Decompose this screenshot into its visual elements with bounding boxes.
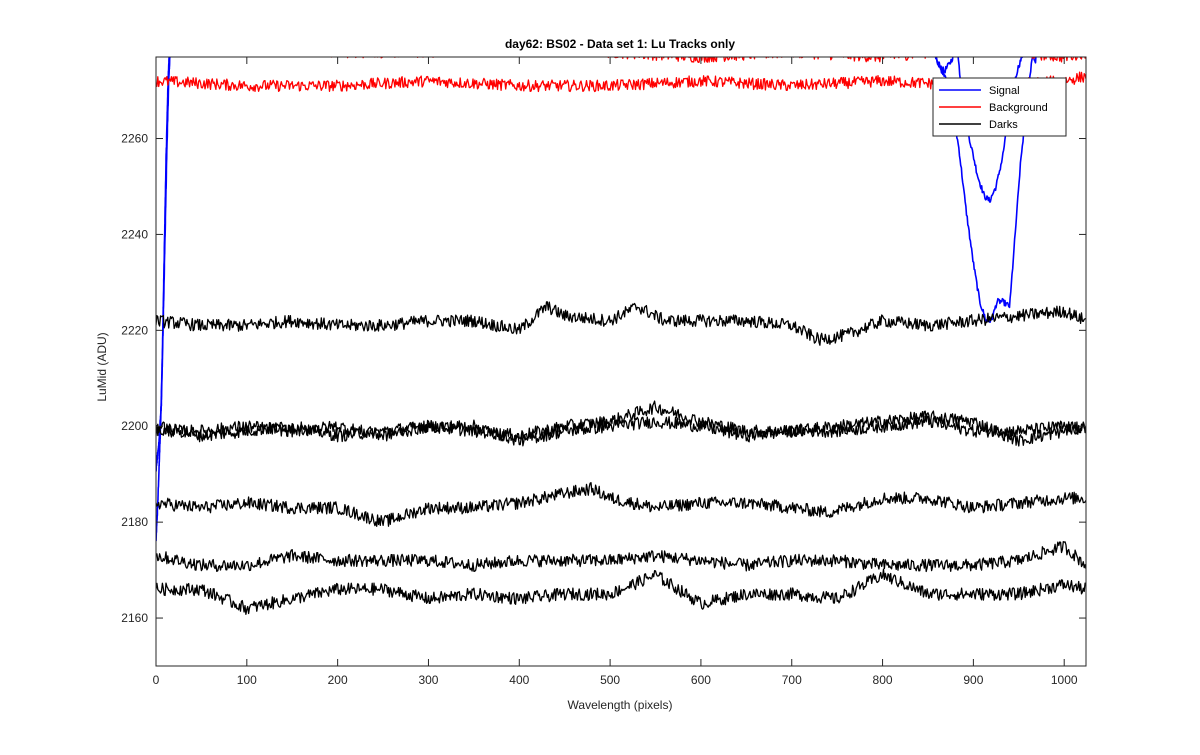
y-tick-label: 2240: [121, 227, 148, 241]
series-line-darks-9: [156, 482, 1086, 527]
legend: Signal Background Darks: [932, 77, 1067, 137]
y-tick-label: 2200: [121, 419, 148, 433]
x-tick-label: 500: [600, 673, 620, 687]
x-tick-label: 300: [418, 673, 438, 687]
chart-title: day62: BS02 - Data set 1: Lu Tracks only: [505, 37, 735, 51]
legend-label: Darks: [989, 119, 1018, 131]
x-tick-label: 400: [509, 673, 529, 687]
series-line-background-5: [156, 71, 1086, 93]
series-line-darks-6: [156, 301, 1086, 346]
x-tick-label: 900: [963, 673, 983, 687]
x-tick-label: 0: [153, 673, 160, 687]
y-tick-label: 2260: [121, 132, 148, 146]
x-tick-label: 100: [237, 673, 257, 687]
x-tick-label: 700: [782, 673, 802, 687]
x-axis-label: Wavelength (pixels): [568, 698, 673, 712]
series-line-signal-2: [934, 57, 1037, 203]
y-tick-label: 2160: [121, 611, 148, 625]
series-line-darks-10: [156, 541, 1086, 573]
legend-label: Background: [989, 102, 1048, 114]
y-tick-label: 2220: [121, 323, 148, 337]
y-axis-label: LuMid (ADU): [95, 332, 109, 401]
y-tick-label: 2180: [121, 515, 148, 529]
series-line-darks-8: [156, 415, 1086, 447]
x-tick-label: 600: [691, 673, 711, 687]
plot-frame: [155, 56, 1087, 667]
legend-label: Signal: [989, 85, 1020, 97]
series-line-darks-11: [156, 568, 1086, 615]
x-tick-label: 1000: [1051, 673, 1078, 687]
x-tick-label: 800: [873, 673, 893, 687]
series-line-signal-1: [156, 57, 171, 472]
x-tick-label: 200: [328, 673, 348, 687]
